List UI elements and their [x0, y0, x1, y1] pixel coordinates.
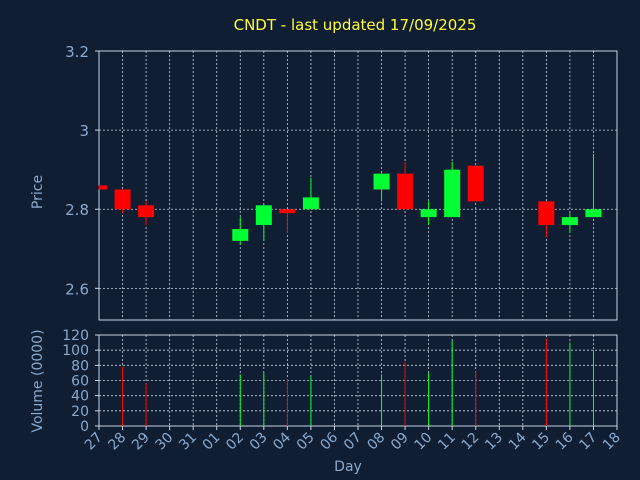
price-tick-label: 2.8	[65, 201, 89, 219]
x-tick-label: 08	[364, 430, 388, 454]
x-tick-label: 15	[529, 430, 553, 454]
candle-body	[373, 173, 390, 190]
price-panel: 2.6 2.8 3 3.2	[65, 43, 618, 321]
x-tick-label: 14	[506, 429, 530, 453]
x-tick-label: 02	[223, 430, 247, 454]
x-tick-label: 11	[435, 430, 459, 454]
volume-axis-label: Volume (0000)	[30, 329, 46, 432]
volume-tick-label: 120	[62, 328, 89, 344]
x-tick-label: 18	[600, 430, 624, 454]
candle-body	[302, 197, 319, 210]
x-tick-label: 10	[412, 430, 436, 454]
x-tick-label: 04	[270, 429, 294, 453]
candle-body	[444, 169, 461, 218]
price-tick-label: 2.6	[65, 280, 89, 298]
price-tick-label: 3.2	[65, 43, 89, 61]
candle-body	[232, 229, 249, 241]
candle-body	[420, 209, 437, 218]
x-tick-label: 13	[482, 430, 506, 454]
candle-body	[99, 185, 107, 190]
candle-body	[138, 205, 155, 218]
candle-body	[585, 209, 602, 218]
chart-title: CNDT - last updated 17/09/2025	[234, 16, 477, 34]
x-tick-label: 01	[200, 430, 224, 454]
x-axis-label: Day	[334, 459, 362, 475]
volume-tick-label: 80	[71, 358, 89, 374]
candle-body	[279, 209, 296, 214]
candle-body	[467, 165, 484, 202]
candle-body	[255, 205, 272, 226]
candle-body	[397, 173, 414, 210]
x-tick-label: 09	[388, 430, 412, 454]
x-tick-label: 29	[129, 430, 153, 454]
volume-tick-label: 60	[71, 374, 89, 390]
x-tick-label: 05	[294, 430, 318, 454]
x-tick-label: 07	[341, 430, 365, 454]
x-tick-label: 06	[317, 429, 341, 453]
price-tick-label: 3	[79, 122, 89, 140]
candle-body	[538, 201, 555, 226]
x-tick-label: 03	[247, 430, 271, 454]
price-axis-label: Price	[30, 175, 46, 209]
x-tick-label: 31	[176, 430, 200, 454]
x-tick-label: 30	[153, 430, 177, 454]
volume-tick-label: 20	[71, 404, 89, 420]
candle-body	[114, 189, 131, 210]
x-tick-label: 16	[553, 429, 577, 453]
x-tick-label: 17	[576, 430, 600, 454]
volume-tick-label: 100	[62, 343, 89, 359]
candle-body	[561, 217, 578, 226]
x-tick-label: 12	[459, 430, 483, 454]
volume-tick-label: 0	[80, 419, 89, 435]
volume-tick-label: 40	[71, 389, 89, 405]
x-tick-label: 28	[105, 430, 129, 454]
